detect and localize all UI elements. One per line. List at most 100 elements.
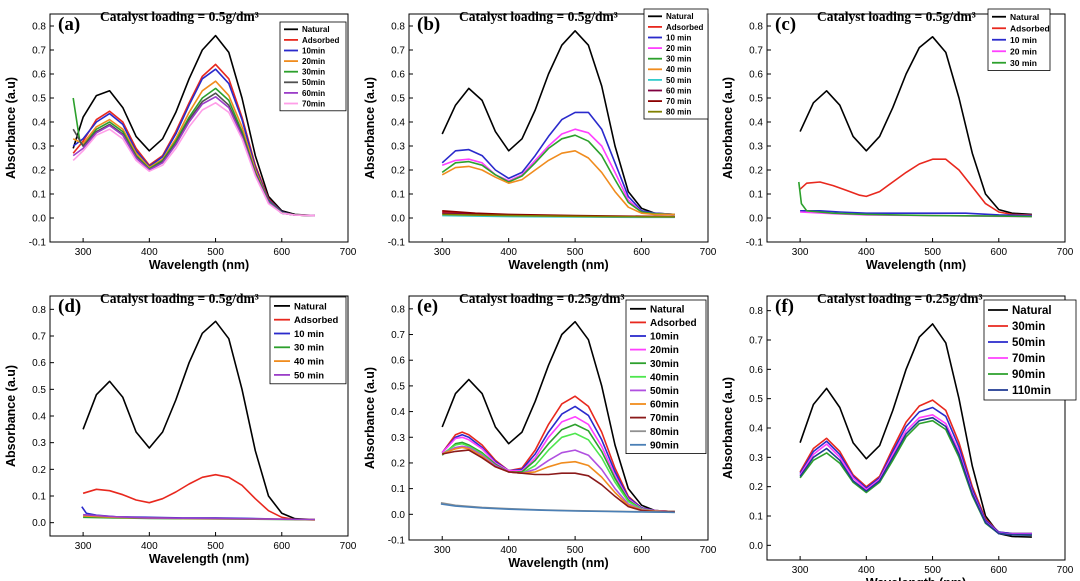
legend-label: 70min [650, 413, 679, 424]
series-line-Natural [799, 323, 1032, 538]
y-tick-label: 0.0 [32, 214, 46, 225]
y-tick-label: 0.8 [749, 306, 763, 317]
legend-label: 30 min [666, 55, 691, 64]
series-line-30min [441, 134, 675, 216]
legend-label: 30min [302, 68, 325, 77]
legend: Natural 30min 50min 70min 90min 110min [983, 299, 1077, 401]
y-tick-label: 0.8 [32, 22, 46, 33]
y-tick-label: 0.2 [391, 458, 405, 469]
legend-label: 50min [302, 78, 325, 87]
legend-label: 30min [1012, 321, 1045, 333]
catalyst-annotation: Catalyst loading = 0.5g/dm³ [100, 9, 259, 24]
legend-label: 60min [302, 89, 325, 98]
y-tick-label: 0.4 [391, 118, 405, 129]
x-tick-label: 700 [700, 545, 717, 556]
legend-label: 40 min [294, 357, 324, 368]
y-tick-label: 0.2 [749, 166, 763, 177]
legend-label: 70min [302, 99, 325, 108]
x-tick-label: 500 [924, 247, 941, 258]
series-line-40min [441, 150, 675, 216]
panel-label: (a) [58, 14, 80, 35]
x-tick-label: 600 [633, 545, 650, 556]
y-tick-label: -0.1 [388, 536, 406, 547]
x-tick-label: 700 [1057, 565, 1074, 576]
plot-frame [49, 13, 349, 243]
legend-box [983, 299, 1077, 401]
legend-label: 20min [650, 345, 679, 356]
legend-label: 10 min [666, 33, 691, 42]
y-tick-label: 0.1 [32, 492, 46, 503]
legend-label: 30 min [1010, 58, 1037, 68]
y-tick-label: 0.6 [749, 365, 763, 376]
chart-panel-f: 300 400 500 600 700 0.0 0.1 0.2 0.3 0.4 0.5 0.6 0.7 0… [721, 291, 1077, 581]
series-line-70min [799, 414, 1032, 535]
x-tick-label: 400 [141, 247, 158, 258]
legend-box [279, 21, 347, 112]
legend-label: 90min [1012, 369, 1045, 381]
y-tick-label: -0.1 [29, 238, 47, 249]
series-line-20min [441, 128, 675, 216]
x-tick-label: 300 [75, 247, 92, 258]
y-axis-title: Absorbance (a.u) [721, 377, 735, 479]
x-tick-label: 500 [207, 247, 224, 258]
legend-label: 70 min [666, 97, 691, 106]
plot-frame [408, 295, 709, 541]
y-tick-label: 0.3 [749, 142, 763, 153]
legend-label: 20min [302, 57, 325, 66]
y-tick-label: -0.1 [388, 238, 406, 249]
y-tick-label: 0.1 [32, 190, 46, 201]
y-axis-title: Absorbance (a.u) [721, 77, 735, 179]
series-line-60min [441, 446, 675, 513]
y-tick-label: 0.3 [32, 438, 46, 449]
legend-label: 50 min [294, 370, 324, 381]
y-tick-label: 0.7 [749, 336, 763, 347]
y-tick-label: 0.6 [391, 70, 405, 81]
x-tick-label: 300 [434, 545, 451, 556]
series-line-80min [442, 213, 675, 218]
legend-label: 50min [650, 386, 679, 397]
legend-label: 60 min [666, 86, 691, 95]
y-tick-label: 0.4 [749, 118, 763, 129]
plot-frame [766, 13, 1066, 243]
x-tick-label: 600 [273, 247, 290, 258]
y-tick-label: 0.2 [32, 166, 46, 177]
y-tick-label: 0.2 [32, 465, 46, 476]
series-line-30min [798, 181, 1032, 218]
x-axis-title: Wavelength (nm) [149, 552, 249, 566]
y-tick-label: 0.0 [391, 214, 405, 225]
series-line-Natural [441, 30, 675, 216]
y-tick-label: 0.3 [391, 433, 405, 444]
x-tick-label: 300 [792, 247, 809, 258]
x-tick-label: 700 [1057, 247, 1074, 258]
series-line-50min [441, 445, 675, 513]
chart-panel-a: 300 400 500 600 700 -0.1 0.0 0.1 0.2 0.3 0.4 0.5 0.6… [4, 9, 357, 272]
panel-label: (b) [417, 14, 440, 35]
series-line-Natural [82, 320, 315, 521]
legend-label: 20 min [1010, 46, 1037, 56]
y-tick-label: 0.7 [391, 330, 405, 341]
legend-box [269, 296, 347, 385]
plot-frame [408, 13, 709, 243]
y-axis-title: Absorbance (a.u) [363, 77, 377, 179]
legend-label: 30min [650, 359, 679, 370]
x-axis-title: Wavelength (nm) [508, 258, 608, 272]
legend-label: Natural [1010, 12, 1039, 22]
y-tick-label: 0.1 [391, 484, 405, 495]
chart-panel-c: 300 400 500 600 700 -0.1 0.0 0.1 0.2 0.3 0.4 0.5 0.6… [721, 8, 1074, 272]
legend-label: 110min [1012, 385, 1051, 397]
series-line-10min [800, 210, 1032, 217]
legend-label: Adsorbed [1010, 23, 1050, 33]
y-tick-label: 0.2 [749, 482, 763, 493]
legend-label: Adsorbed [650, 318, 697, 329]
y-tick-label: 0.3 [749, 453, 763, 464]
legend-label: Natural [294, 301, 327, 312]
y-tick-label: 0.1 [749, 190, 763, 201]
legend-label: 80 min [666, 108, 691, 117]
x-tick-label: 500 [567, 545, 584, 556]
legend-label: 10min [650, 332, 679, 343]
y-tick-label: 0.4 [391, 407, 405, 418]
legend-label: 20 min [666, 44, 691, 53]
catalyst-annotation: Catalyst loading = 0.5g/dm³ [817, 9, 976, 24]
